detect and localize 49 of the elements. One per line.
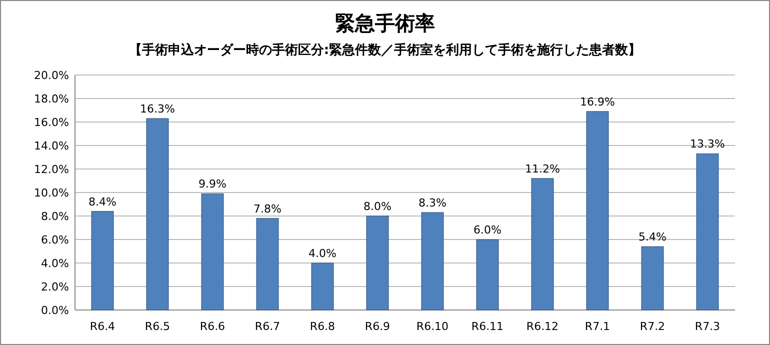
x-tick-label: R6.10	[416, 320, 449, 333]
bar	[696, 153, 719, 310]
bar	[531, 178, 554, 310]
bar	[586, 111, 609, 310]
bar	[201, 193, 224, 310]
x-tick-label: R6.4	[90, 320, 116, 333]
data-label: 5.4%	[638, 230, 666, 244]
data-label: 4.0%	[308, 247, 336, 260]
y-tick-label: 12.0%	[34, 163, 69, 176]
bar	[146, 118, 169, 310]
y-tick-label: 14.0%	[34, 140, 69, 152]
data-label: 13.3%	[690, 138, 725, 151]
data-label: 16.3%	[140, 102, 175, 116]
bar	[256, 218, 279, 310]
y-tick-label: 10.0%	[34, 186, 69, 200]
y-tick-label: 0.0%	[41, 304, 69, 317]
data-label: 8.3%	[418, 196, 446, 210]
x-tick-label: R6.12	[526, 320, 559, 333]
bar	[641, 246, 664, 310]
chart-title: 緊急手術率	[335, 11, 435, 35]
y-tick-label: 20.0%	[34, 69, 69, 82]
x-tick-label: R6.11	[471, 320, 504, 333]
bar	[366, 216, 389, 310]
bar	[421, 212, 444, 310]
bar	[91, 211, 114, 310]
chart-subtitle: 【手術申込オーダー時の手術区分:緊急件数／手術室を利用して手術を施行した患者数】	[128, 42, 642, 58]
y-tick-label: 18.0%	[34, 92, 69, 106]
y-tick-label: 8.0%	[41, 210, 69, 223]
x-tick-label: R6.5	[144, 320, 170, 333]
x-tick-label: R6.7	[254, 320, 280, 333]
y-tick-label: 16.0%	[34, 116, 69, 129]
bar	[476, 239, 499, 310]
x-tick-label: R6.8	[310, 320, 336, 333]
y-tick-label: 2.0%	[41, 280, 69, 294]
data-label: 8.4%	[88, 195, 116, 208]
data-label: 11.2%	[525, 162, 560, 176]
data-label: 7.8%	[254, 202, 282, 216]
x-tick-label: R7.3	[694, 320, 720, 333]
data-label: 6.0%	[474, 224, 502, 236]
x-tick-label: R7.2	[640, 320, 666, 333]
data-label: 16.9%	[580, 95, 615, 108]
data-label: 9.9%	[198, 178, 226, 191]
y-tick-label: 6.0%	[41, 234, 69, 246]
bar	[311, 262, 334, 310]
x-tick-label: R6.9	[364, 320, 390, 333]
data-label: 8.0%	[364, 200, 392, 213]
x-tick-label: R6.6	[200, 320, 226, 333]
x-tick-label: R7.1	[584, 320, 610, 333]
y-tick-label: 4.0%	[41, 257, 69, 270]
